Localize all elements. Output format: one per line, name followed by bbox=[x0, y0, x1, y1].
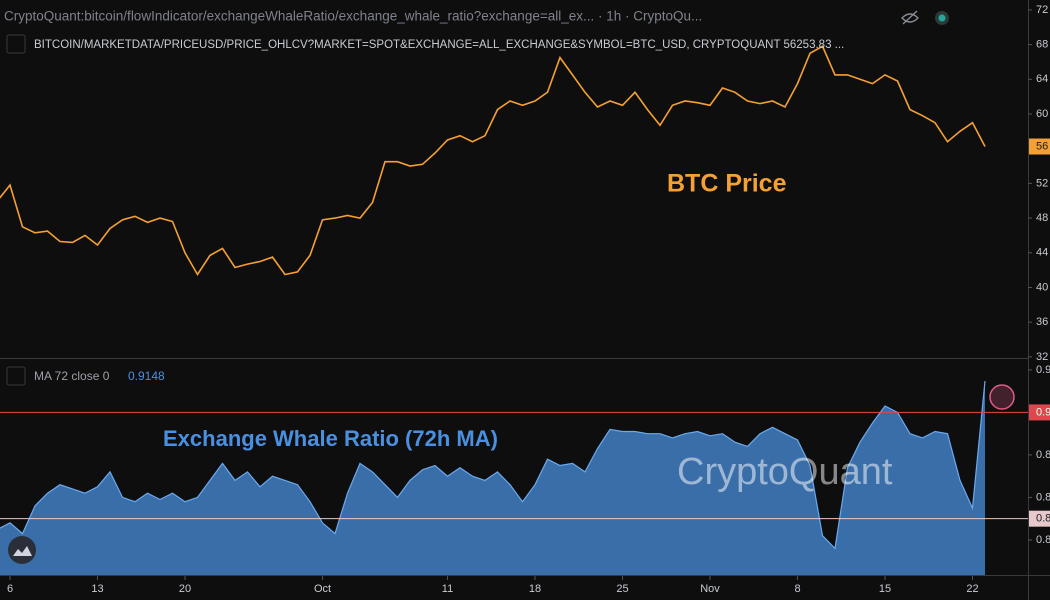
x-tick-label: 15 bbox=[879, 583, 891, 595]
legend-box[interactable] bbox=[6, 34, 26, 54]
legend-box[interactable] bbox=[6, 366, 26, 386]
x-tick-label: Nov bbox=[700, 583, 720, 595]
y-tick-label: 52 bbox=[1036, 177, 1048, 189]
y-tick-label: 0.8 bbox=[1036, 534, 1050, 546]
last-price-label: 56 bbox=[1036, 140, 1048, 152]
logo[interactable] bbox=[8, 536, 36, 564]
level-badge-label: 0.8 bbox=[1036, 513, 1050, 525]
logo-mark bbox=[13, 546, 32, 556]
x-tick-label: 25 bbox=[616, 583, 628, 595]
y-tick-label: 32 bbox=[1036, 351, 1048, 363]
level-badge bbox=[1029, 404, 1050, 421]
ratio-series-legend: MA 72 close 0 bbox=[34, 369, 110, 383]
y-tick-label: 60 bbox=[1036, 108, 1048, 120]
y-tick-label: 72 bbox=[1036, 4, 1048, 16]
y-tick-label: 0.8 bbox=[1036, 491, 1050, 503]
x-tick-label: 20 bbox=[179, 583, 191, 595]
x-tick-label: Oct bbox=[314, 583, 331, 595]
y-tick-label: 36 bbox=[1036, 316, 1048, 328]
ratio-annotation: Exchange Whale Ratio (72h MA) bbox=[163, 426, 498, 451]
watermark: CryptoQuant bbox=[677, 451, 893, 493]
x-tick-label: 13 bbox=[91, 583, 103, 595]
level-badge bbox=[1029, 510, 1050, 527]
chart-title: CryptoQuant:bitcoin/flowIndicator/exchan… bbox=[4, 9, 702, 24]
y-tick-label: 48 bbox=[1036, 212, 1048, 224]
price-series-legend: BITCOIN/MARKETDATA/PRICEUSD/PRICE_OHLCV?… bbox=[34, 39, 844, 51]
level-badge-label: 0.9 bbox=[1036, 406, 1050, 418]
ratio-line bbox=[0, 380, 986, 550]
visibility-strike bbox=[902, 10, 918, 25]
y-tick-label: 40 bbox=[1036, 281, 1048, 293]
x-tick-label: 11 bbox=[442, 583, 453, 595]
y-tick-label: 0.8 bbox=[1036, 449, 1050, 461]
header-icons[interactable] bbox=[901, 10, 949, 25]
y-tick-label: 64 bbox=[1036, 73, 1048, 85]
ratio-area bbox=[0, 381, 985, 575]
price-annotation: BTC Price bbox=[667, 170, 787, 198]
last-price-badge bbox=[1029, 138, 1050, 155]
price-line bbox=[0, 45, 986, 277]
ratio-legend-value: 0.9148 bbox=[128, 369, 165, 383]
x-tick-label: 22 bbox=[966, 583, 978, 595]
x-tick-label: 8 bbox=[794, 583, 800, 595]
y-tick-label: 68 bbox=[1036, 38, 1048, 50]
plot-area bbox=[0, 45, 986, 575]
x-tick-label: 18 bbox=[529, 583, 541, 595]
y-tick-label: 0.9 bbox=[1036, 364, 1050, 376]
x-tick-label: 6 bbox=[7, 583, 13, 595]
highlight-ellipse bbox=[989, 384, 1015, 410]
status-dot bbox=[938, 14, 946, 22]
y-tick-label: 44 bbox=[1036, 247, 1048, 259]
